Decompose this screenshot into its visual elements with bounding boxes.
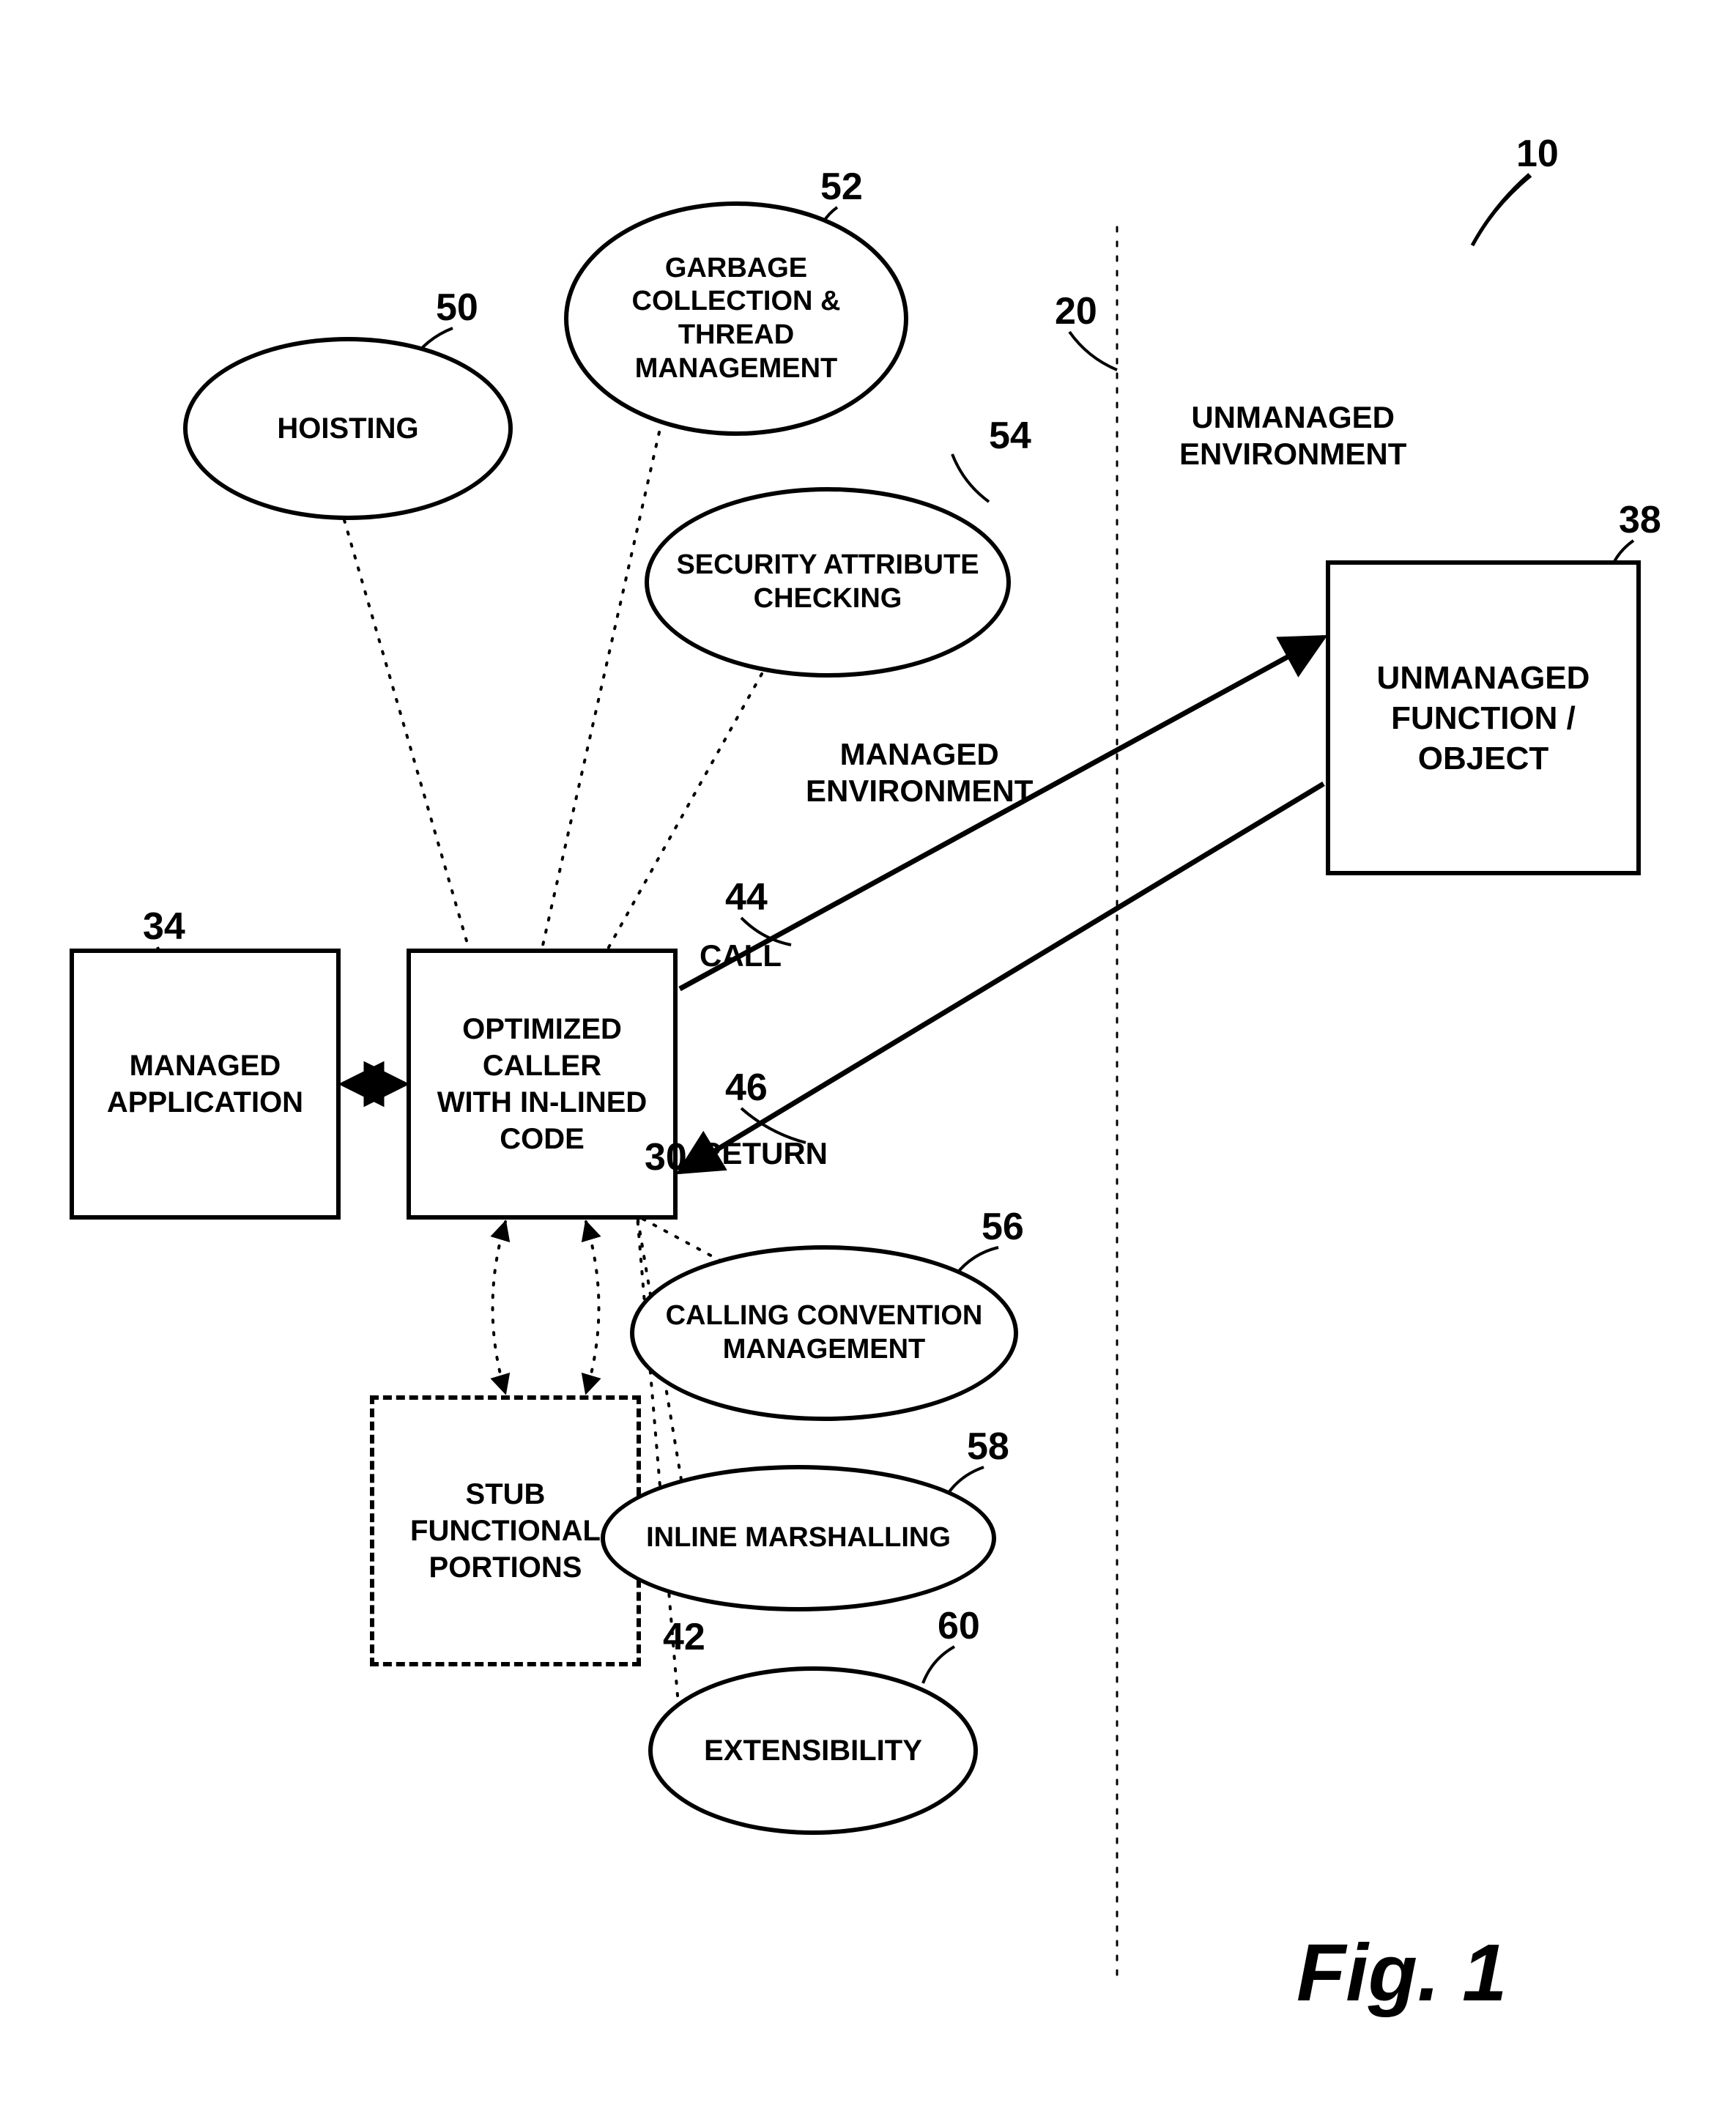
figure-caption-text: Fig. 1	[1297, 1928, 1507, 2018]
ref-30-text: 30	[645, 1136, 687, 1179]
ref-42: 42	[663, 1615, 705, 1659]
calling-convention-ellipse: CALLING CONVENTIONMANAGEMENT	[630, 1245, 1018, 1421]
security-label: SECURITY ATTRIBUTECHECKING	[676, 549, 979, 615]
ref-54: 54	[989, 414, 1031, 458]
ref-56: 56	[982, 1205, 1024, 1249]
ref-44-text: 44	[725, 876, 768, 919]
unmanaged-env-text: UNMANAGEDENVIRONMENT	[1179, 400, 1406, 471]
managed-env-text: MANAGEDENVIRONMENT	[806, 737, 1033, 808]
unmanaged-env-label: UNMANAGEDENVIRONMENT	[1179, 399, 1406, 473]
managed-application-box: MANAGEDAPPLICATION	[70, 949, 341, 1220]
return-label: RETURN	[700, 1135, 828, 1172]
ref-34: 34	[143, 905, 185, 949]
ref-30: 30	[645, 1135, 687, 1179]
diagram-canvas: MANAGEDAPPLICATION OPTIMIZEDCALLERWITH I…	[0, 0, 1736, 2111]
extensibility-ellipse: EXTENSIBILITY	[648, 1666, 978, 1835]
ref-52-text: 52	[820, 166, 863, 208]
unmanaged-function-label: UNMANAGEDFUNCTION /OBJECT	[1377, 658, 1590, 779]
ref-42-text: 42	[663, 1616, 705, 1658]
managed-env-label: MANAGEDENVIRONMENT	[806, 736, 1033, 810]
gc-label: GARBAGECOLLECTION &THREADMANAGEMENT	[632, 252, 841, 385]
ref-46-text: 46	[725, 1066, 768, 1109]
call-label: CALL	[700, 938, 782, 974]
optimized-caller-box: OPTIMIZEDCALLERWITH IN-LINEDCODE	[407, 949, 678, 1220]
ref-38: 38	[1619, 498, 1661, 542]
ref-50-text: 50	[436, 286, 478, 329]
inline-marshalling-ellipse: INLINE MARSHALLING	[601, 1465, 996, 1611]
ref-46: 46	[725, 1066, 768, 1110]
ref-34-text: 34	[143, 905, 185, 948]
unmanaged-function-box: UNMANAGEDFUNCTION /OBJECT	[1326, 560, 1641, 875]
ref-58: 58	[967, 1425, 1009, 1469]
ref-20: 20	[1055, 289, 1097, 333]
ref-60: 60	[938, 1604, 980, 1648]
hoisting-ellipse: HOISTING	[183, 337, 513, 520]
ref-50: 50	[436, 286, 478, 330]
ref-58-text: 58	[967, 1425, 1009, 1468]
call-text: CALL	[700, 938, 782, 973]
stub-portions-box: STUBFUNCTIONALPORTIONS	[370, 1395, 641, 1666]
ref-56-text: 56	[982, 1206, 1024, 1248]
extensibility-label: EXTENSIBILITY	[704, 1733, 922, 1768]
gc-ellipse: GARBAGECOLLECTION &THREADMANAGEMENT	[564, 201, 908, 436]
ref-54-text: 54	[989, 415, 1031, 457]
security-ellipse: SECURITY ATTRIBUTECHECKING	[645, 487, 1011, 678]
managed-application-label: MANAGEDAPPLICATION	[107, 1047, 303, 1121]
return-text: RETURN	[700, 1136, 828, 1170]
ref-60-text: 60	[938, 1605, 980, 1647]
figure-caption: Fig. 1	[1297, 1926, 1507, 2019]
ref-10: 10	[1516, 132, 1559, 176]
ref-44: 44	[725, 875, 768, 919]
callconv-label: CALLING CONVENTIONMANAGEMENT	[666, 1299, 983, 1366]
stub-portions-label: STUBFUNCTIONALPORTIONS	[410, 1476, 601, 1586]
ref-20-text: 20	[1055, 290, 1097, 333]
hoisting-label: HOISTING	[277, 411, 418, 446]
ref-52: 52	[820, 165, 863, 209]
ref-38-text: 38	[1619, 499, 1661, 541]
optimized-caller-label: OPTIMIZEDCALLERWITH IN-LINEDCODE	[437, 1011, 648, 1157]
ref-10-text: 10	[1516, 133, 1559, 175]
inline-marsh-label: INLINE MARSHALLING	[646, 1521, 951, 1555]
